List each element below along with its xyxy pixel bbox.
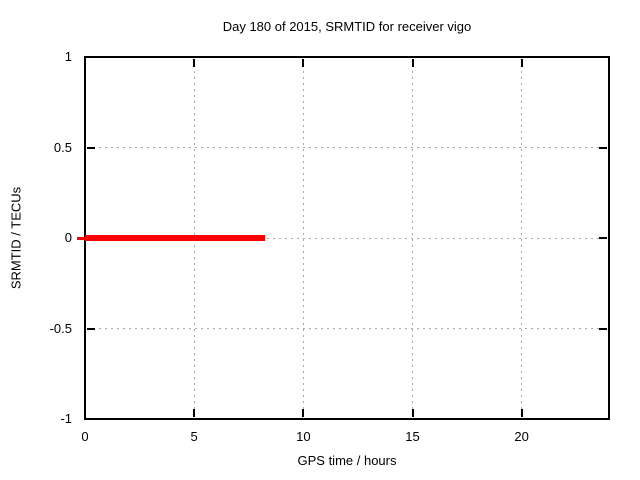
y-tick-label: 0.5 — [53, 139, 72, 155]
x-tick-label: 20 — [514, 429, 529, 444]
x-tick-mark-bottom — [193, 409, 196, 417]
y-tick-mark-right — [599, 237, 607, 239]
y-tick-mark-left — [87, 146, 95, 149]
x-tick-mark-bottom — [520, 409, 523, 417]
x-tick-mark-bottom — [302, 409, 305, 417]
y-tick-mark-right — [599, 327, 607, 330]
gridline-horizontal — [87, 147, 607, 148]
y-tick-label: -0.5 — [49, 320, 72, 336]
x-tick-mark-top — [84, 59, 86, 67]
y-tick-mark-left — [87, 418, 95, 420]
x-axis-label: GPS time / hours — [297, 453, 397, 468]
x-tick-mark-top — [302, 59, 305, 67]
y-tick-mark-left — [87, 56, 95, 58]
red-zero-dash-outside-axis — [77, 236, 85, 240]
y-tick-mark-right — [599, 146, 607, 149]
x-tick-label: 15 — [405, 429, 420, 444]
y-tick-mark-left — [87, 327, 95, 330]
gridline-horizontal — [87, 237, 607, 239]
x-tick-mark-top — [411, 59, 414, 67]
y-tick-label: 1 — [64, 49, 72, 64]
y-tick-label: -1 — [60, 411, 72, 426]
y-tick-mark-right — [599, 418, 607, 420]
x-tick-mark-bottom — [84, 409, 86, 417]
y-tick-label: 0 — [64, 230, 72, 245]
gridline-horizontal — [87, 328, 607, 329]
x-tick-mark-bottom — [411, 409, 414, 417]
chart-title: Day 180 of 2015, SRMTID for receiver vig… — [222, 19, 472, 34]
x-tick-label: 0 — [81, 429, 89, 444]
y-tick-mark-right — [599, 56, 607, 58]
data-series-line — [85, 235, 266, 241]
x-tick-mark-top — [520, 59, 523, 67]
x-tick-label: 5 — [190, 429, 198, 444]
x-tick-mark-top — [193, 59, 196, 67]
x-tick-label: 10 — [296, 429, 311, 444]
